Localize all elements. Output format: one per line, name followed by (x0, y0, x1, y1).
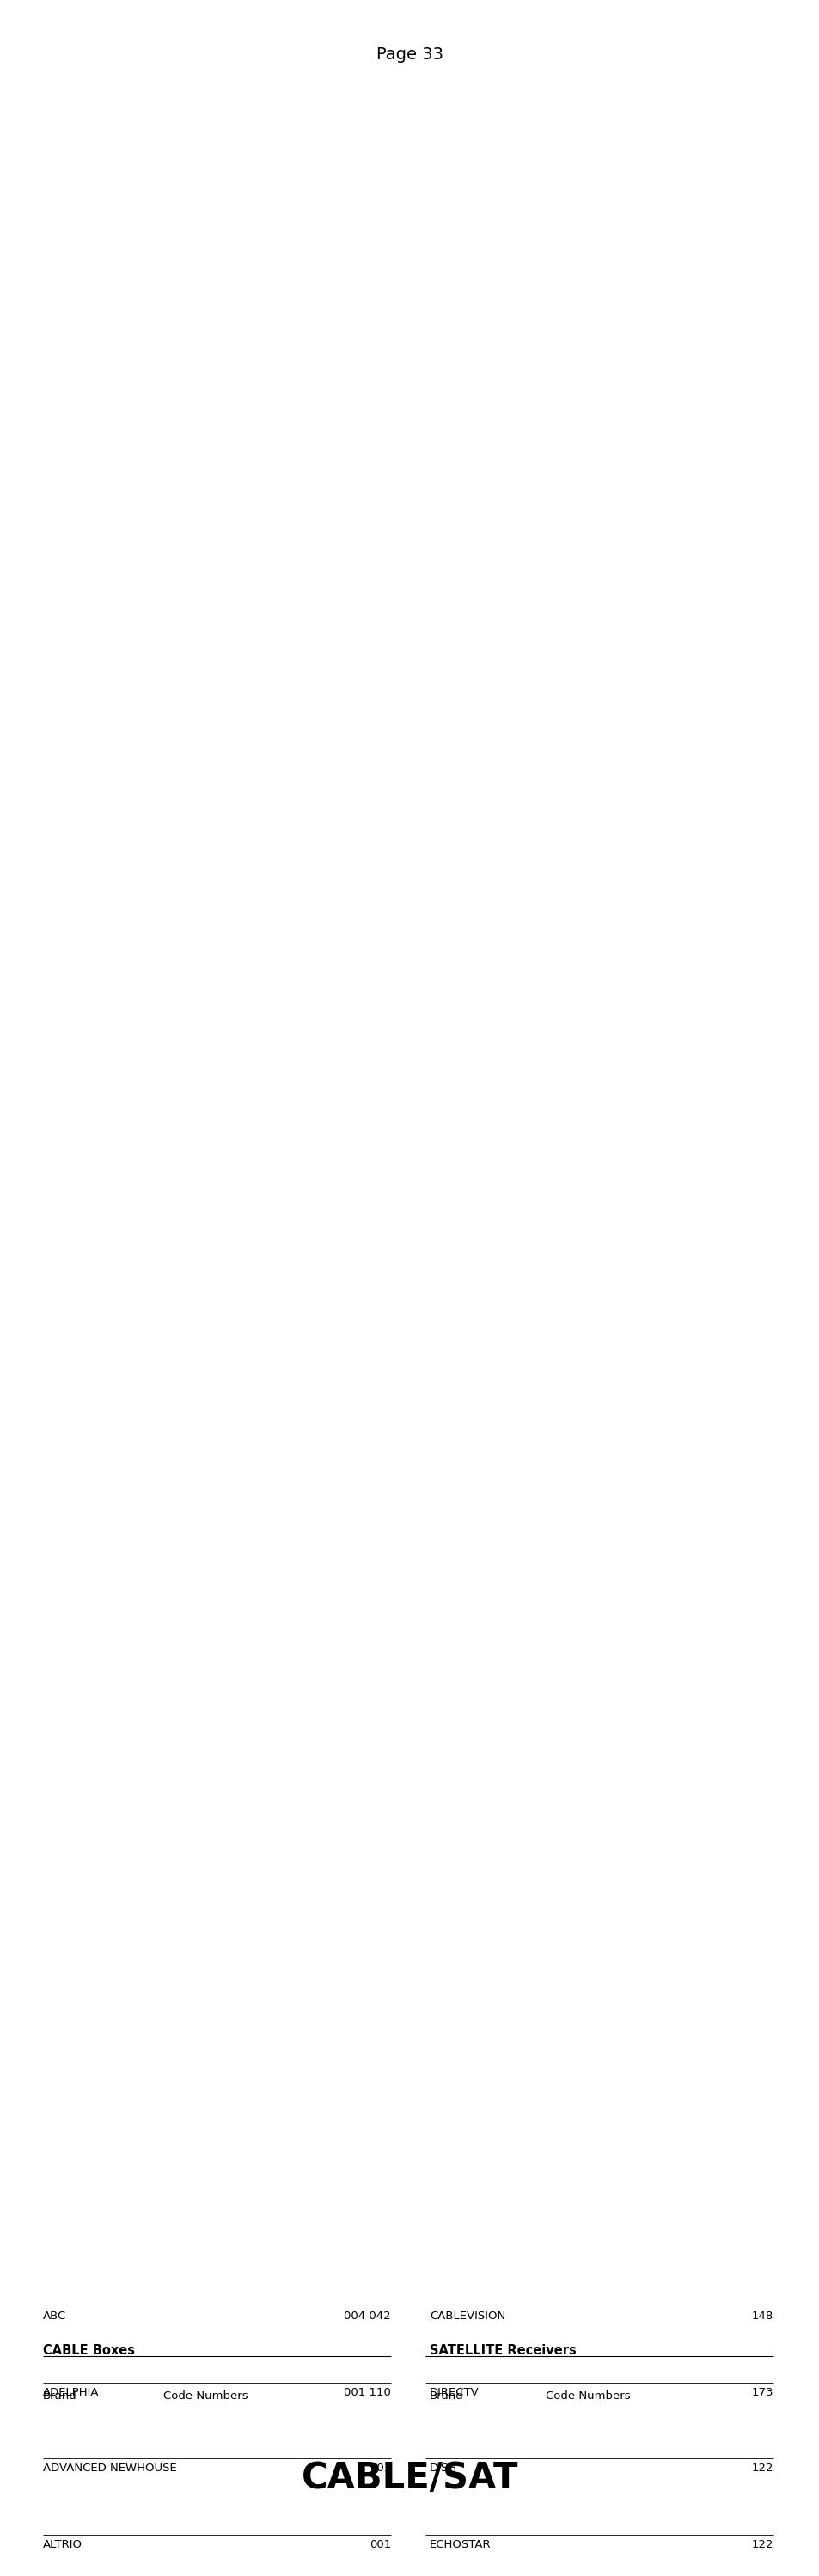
Text: ABC: ABC (43, 2311, 66, 2321)
Text: DIRECTV: DIRECTV (429, 2388, 479, 2398)
Text: 001: 001 (369, 2463, 391, 2473)
Text: ECHOSTAR: ECHOSTAR (429, 2540, 491, 2550)
Text: CABLE Boxes: CABLE Boxes (43, 2344, 135, 2357)
Text: ALTRIO: ALTRIO (43, 2540, 83, 2550)
Text: 001 110: 001 110 (343, 2388, 391, 2398)
Text: SATELLITE Receivers: SATELLITE Receivers (429, 2344, 576, 2357)
Text: 001: 001 (369, 2540, 391, 2550)
Text: Page 33: Page 33 (376, 46, 443, 62)
Text: Code Numbers: Code Numbers (545, 2391, 630, 2401)
Text: ADVANCED NEWHOUSE: ADVANCED NEWHOUSE (43, 2463, 177, 2473)
Text: Code Numbers: Code Numbers (163, 2391, 248, 2401)
Text: CABLEVISION: CABLEVISION (429, 2311, 505, 2321)
Text: 148: 148 (751, 2311, 772, 2321)
Text: 122: 122 (751, 2463, 772, 2473)
Text: DISH: DISH (429, 2463, 457, 2473)
Text: Brand: Brand (43, 2391, 77, 2401)
Text: CABLE/SAT: CABLE/SAT (301, 2460, 518, 2496)
Text: 122: 122 (751, 2540, 772, 2550)
Text: ADELPHIA: ADELPHIA (43, 2388, 99, 2398)
Text: Brand: Brand (429, 2391, 464, 2401)
Text: 173: 173 (751, 2388, 772, 2398)
Text: 004 042: 004 042 (344, 2311, 391, 2321)
